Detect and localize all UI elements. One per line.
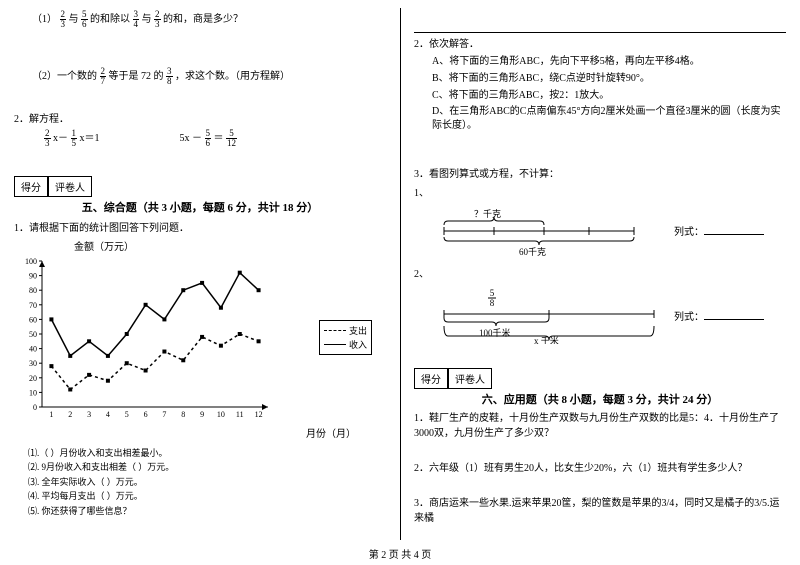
ql-b: ⑵. 9月份收入和支出相差（ ）万元。 — [14, 460, 386, 474]
question-list: ⑴.（ ）月份收入和支出相差最小。 ⑵. 9月份收入和支出相差（ ）万元。 ⑶.… — [14, 446, 386, 518]
score-cell: 得分 — [14, 176, 48, 197]
d2-rhs: 列式： — [674, 312, 704, 323]
legend-income: 收入 — [349, 338, 367, 351]
svg-text:8: 8 — [490, 298, 495, 308]
r-q3-label: 3．看图列算式或方程，不计算： — [414, 167, 786, 182]
grader-cell: 评卷人 — [48, 176, 92, 197]
svg-text:11: 11 — [236, 410, 244, 419]
sub-q1: 1．请根据下面的统计图回答下列问题． — [14, 219, 386, 234]
frac: 23 — [154, 10, 161, 29]
legend-line-icon — [324, 344, 346, 345]
svg-text:1: 1 — [49, 410, 53, 419]
r-qb: B、将下面的三角形ABC，绕C点逆时针旋转90°。 — [414, 71, 786, 86]
svg-text:5: 5 — [125, 410, 129, 419]
ql-a: ⑴.（ ）月份收入和支出相差最小。 — [14, 446, 386, 460]
question-1: （1） 23 与 56 的和除以 34 与 23 的和，商是多少？ — [14, 10, 386, 29]
section-6-title: 六、应用题（共 8 小题，每题 3 分，共计 24 分） — [414, 391, 786, 407]
diagram-1: ？千克 60千克 列式： — [434, 207, 786, 257]
svg-text:4: 4 — [106, 410, 110, 419]
section-5-title: 五、综合题（共 3 小题，每题 6 分，共计 18 分） — [14, 199, 386, 215]
legend-dash-icon — [324, 330, 346, 331]
svg-text:80: 80 — [29, 286, 37, 295]
frac: 56 — [81, 10, 88, 29]
svg-text:20: 20 — [29, 374, 37, 383]
question-2: （2）一个数的 27 等于是 72 的 38 ，求这个数。（用方程解） — [14, 67, 386, 86]
solve-label: 2．解方程． — [14, 112, 386, 127]
r-qa: A、将下面的三角形ABC，先向下平移5格，再向左平移4格。 — [414, 54, 786, 69]
chart-legend: 支出 收入 — [319, 320, 372, 355]
chart-svg: 0102030405060708090100123456789101112 — [14, 255, 274, 425]
svg-text:8: 8 — [181, 410, 185, 419]
svg-text:2: 2 — [68, 410, 72, 419]
frac: 34 — [133, 10, 140, 29]
chart-title: 金额（万元） — [14, 238, 386, 253]
svg-text:30: 30 — [29, 359, 37, 368]
svg-text:10: 10 — [29, 388, 37, 397]
svg-text:9: 9 — [200, 410, 204, 419]
q1-prefix: （1） — [32, 14, 57, 25]
frac: 27 — [100, 67, 107, 86]
column-divider — [400, 8, 401, 540]
ql-e: ⑸. 你还获得了哪些信息？ — [14, 504, 386, 518]
frac: 38 — [166, 67, 173, 86]
r-qc: C、将下面的三角形ABC，按2：1放大。 — [414, 88, 786, 103]
d2-num: 2、 — [414, 267, 786, 282]
svg-text:6: 6 — [144, 410, 148, 419]
score-box: 得分 评卷人 — [14, 176, 386, 197]
app-q3: 3．商店运来一些水果.运来苹果20筐，梨的筐数是苹果的3/4，同时又是橘子的3/… — [414, 496, 786, 526]
svg-text:3: 3 — [87, 410, 91, 419]
hr — [414, 32, 786, 33]
d1-top-label: ？千克 — [474, 209, 501, 219]
svg-text:100: 100 — [25, 257, 37, 266]
svg-text:7: 7 — [162, 410, 166, 419]
blank-line — [704, 225, 764, 235]
x-axis-label: 月份（月） — [14, 425, 386, 440]
blank-line — [704, 310, 764, 320]
legend-expense: 支出 — [349, 324, 367, 337]
app-q1: 1．鞋厂生产的皮鞋，十月份生产双数与九月份生产双数的比是5：4．十月份生产了30… — [414, 411, 786, 441]
svg-text:90: 90 — [29, 272, 37, 281]
score-box-2: 得分 评卷人 — [414, 368, 786, 389]
frac: 23 — [60, 10, 67, 29]
diagram-2: 5 8 100千米 x 千米 列式： — [434, 288, 786, 344]
svg-text:12: 12 — [255, 410, 263, 419]
app-q2: 2．六年级（1）班有男生20人，比女生少20%，六（1）班共有学生多少人？ — [414, 461, 786, 476]
equations: 23 x－ 15 x＝1 5x － 56 ＝ 512 — [14, 129, 386, 148]
page-footer: 第 2 页 共 4 页 — [0, 546, 800, 561]
d1-rhs: 列式： — [674, 227, 704, 238]
grader-cell: 评卷人 — [448, 368, 492, 389]
svg-text:50: 50 — [29, 330, 37, 339]
d1-bottom-label: 60千克 — [519, 247, 546, 257]
score-cell: 得分 — [414, 368, 448, 389]
d1-num: 1、 — [414, 186, 786, 201]
svg-text:0: 0 — [33, 403, 37, 412]
svg-text:40: 40 — [29, 345, 37, 354]
r-q2-label: 2．依次解答． — [414, 37, 786, 52]
r-qd: D、在三角形ABC的C点南偏东45°方向2厘米处画一个直径3厘米的圆（长度为实际… — [414, 105, 786, 133]
svg-text:10: 10 — [217, 410, 225, 419]
ql-c: ⑶. 全年实际收入（ ）万元。 — [14, 475, 386, 489]
svg-text:x 千米: x 千米 — [534, 335, 559, 344]
svg-text:5: 5 — [490, 288, 495, 298]
svg-text:70: 70 — [29, 301, 37, 310]
ql-d: ⑷. 平均每月支出（ ）万元。 — [14, 489, 386, 503]
svg-text:60: 60 — [29, 315, 37, 324]
